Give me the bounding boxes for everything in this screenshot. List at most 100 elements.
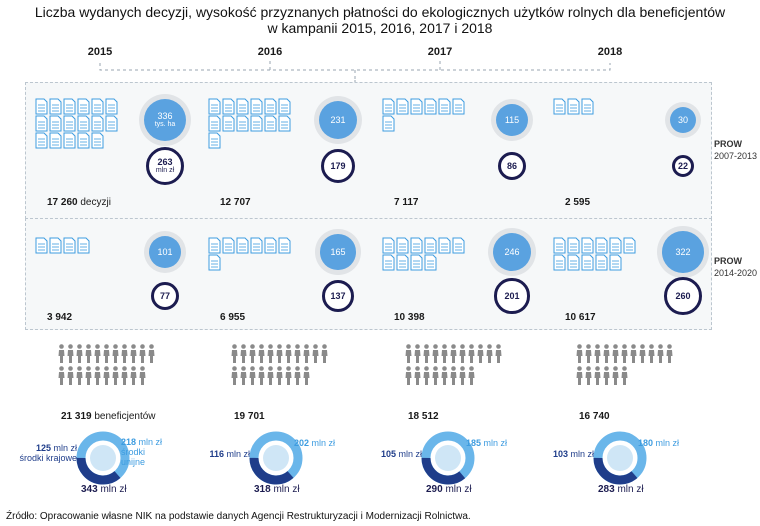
person-icon — [639, 344, 646, 363]
person-icon — [103, 344, 110, 363]
person-icon — [85, 344, 92, 363]
unijne-unit: mln zł — [309, 438, 336, 448]
person-icon — [450, 344, 457, 363]
unijne-value: 180 — [638, 438, 654, 448]
total-unit: mln zł — [614, 484, 644, 495]
person-icon — [621, 344, 628, 363]
person-icon — [414, 366, 421, 385]
funding-donut — [249, 431, 303, 485]
person-icon — [249, 366, 256, 385]
donut-center — [607, 445, 633, 471]
person-icon — [76, 366, 83, 385]
prow-2014-section — [25, 218, 712, 330]
year-label: 2016 — [257, 46, 283, 58]
person-icon — [648, 344, 655, 363]
person-icon — [630, 344, 637, 363]
decisions-count: 7 117 — [394, 197, 418, 208]
unijne-value: 202 — [294, 438, 310, 448]
person-icon — [103, 366, 110, 385]
document-icon — [250, 237, 263, 254]
person-icon — [139, 344, 146, 363]
prow-2014-period: 2014-2020 — [714, 268, 758, 278]
document-icon — [424, 254, 437, 271]
document-icon — [222, 115, 235, 132]
person-icon — [112, 344, 119, 363]
beneficiaries-value: 16 740 — [579, 411, 610, 422]
person-icon — [85, 366, 92, 385]
funding-total: 318 mln zł — [254, 484, 300, 495]
decisions-count: 12 707 — [220, 197, 251, 208]
payment-value: 263 — [157, 157, 173, 167]
area-value: 322 — [675, 246, 691, 257]
title-line-2: w kampanii 2015, 2016, 2017 i 2018 — [267, 20, 493, 36]
person-icon — [450, 366, 457, 385]
document-icon — [382, 254, 395, 271]
prow-2014-documents — [35, 237, 90, 254]
document-icon — [208, 254, 221, 271]
document-icon — [35, 132, 48, 149]
person-icon — [405, 366, 412, 385]
person-icon — [67, 366, 74, 385]
unijne-value: 218 — [121, 437, 137, 447]
document-icon — [63, 98, 76, 115]
year-label: 2017 — [427, 46, 453, 58]
krajowe-label: 116 mln zł — [209, 449, 250, 459]
document-icon — [581, 237, 594, 254]
area-value: 336 — [157, 111, 173, 121]
year-connector — [99, 60, 611, 82]
document-icon — [63, 132, 76, 149]
document-icon — [222, 98, 235, 115]
person-icon — [267, 344, 274, 363]
prow-2007-documents — [382, 98, 465, 132]
area-circle: 115 — [495, 103, 529, 137]
person-icon — [594, 344, 601, 363]
payment-value: 179 — [330, 160, 346, 171]
document-icon — [567, 98, 580, 115]
person-icon — [423, 366, 430, 385]
krajowe-label: 103 mln zł — [553, 449, 594, 459]
document-icon — [236, 115, 249, 132]
krajowe-unit: mln zł — [50, 443, 77, 453]
unijne-label: 180 mln zł — [638, 438, 679, 448]
unijne-value: 185 — [466, 438, 482, 448]
unijne-unit: mln zł — [136, 437, 163, 447]
payment-value: 22 — [677, 160, 688, 171]
payment-unit: mln zł — [155, 167, 175, 174]
decisions-count: 17 260 decyzji — [47, 197, 111, 208]
person-icon — [576, 344, 583, 363]
document-icon — [77, 132, 90, 149]
prow-2014-title: PROW — [714, 256, 742, 266]
document-icon — [264, 237, 277, 254]
prow-2014-label: PROW 2014-2020 — [714, 255, 757, 279]
document-icon — [49, 98, 62, 115]
person-icon — [459, 344, 466, 363]
area-value: 231 — [330, 114, 346, 125]
person-icon — [441, 344, 448, 363]
document-icon — [208, 237, 221, 254]
decisions-value: 7 117 — [394, 197, 419, 208]
document-icon — [567, 237, 580, 254]
document-icon — [264, 115, 277, 132]
krajowe-value: 105 — [380, 449, 396, 459]
krajowe-caption: środki krajowe — [19, 453, 77, 463]
payment-circle: 86 — [497, 151, 527, 181]
document-icon — [91, 98, 104, 115]
person-icon — [486, 344, 493, 363]
prow-2007-documents — [208, 98, 291, 149]
person-icon — [285, 344, 292, 363]
payment-circle: 22 — [671, 154, 695, 178]
decisions-value: 10 617 — [565, 312, 596, 323]
person-icon — [67, 344, 74, 363]
beneficiaries-unit: beneficjentów — [91, 411, 156, 422]
document-icon — [77, 98, 90, 115]
funding-donut — [76, 431, 130, 485]
unijne-unit: mln zł — [481, 438, 508, 448]
person-icon — [303, 366, 310, 385]
prow-2007-label: PROW 2007-2013 — [714, 138, 757, 162]
year-label: 2015 — [87, 46, 113, 58]
total-unit: mln zł — [97, 484, 127, 495]
prow-2007-documents — [553, 98, 594, 115]
prow-2007-period: 2007-2013 — [714, 151, 758, 161]
person-icon — [258, 344, 265, 363]
